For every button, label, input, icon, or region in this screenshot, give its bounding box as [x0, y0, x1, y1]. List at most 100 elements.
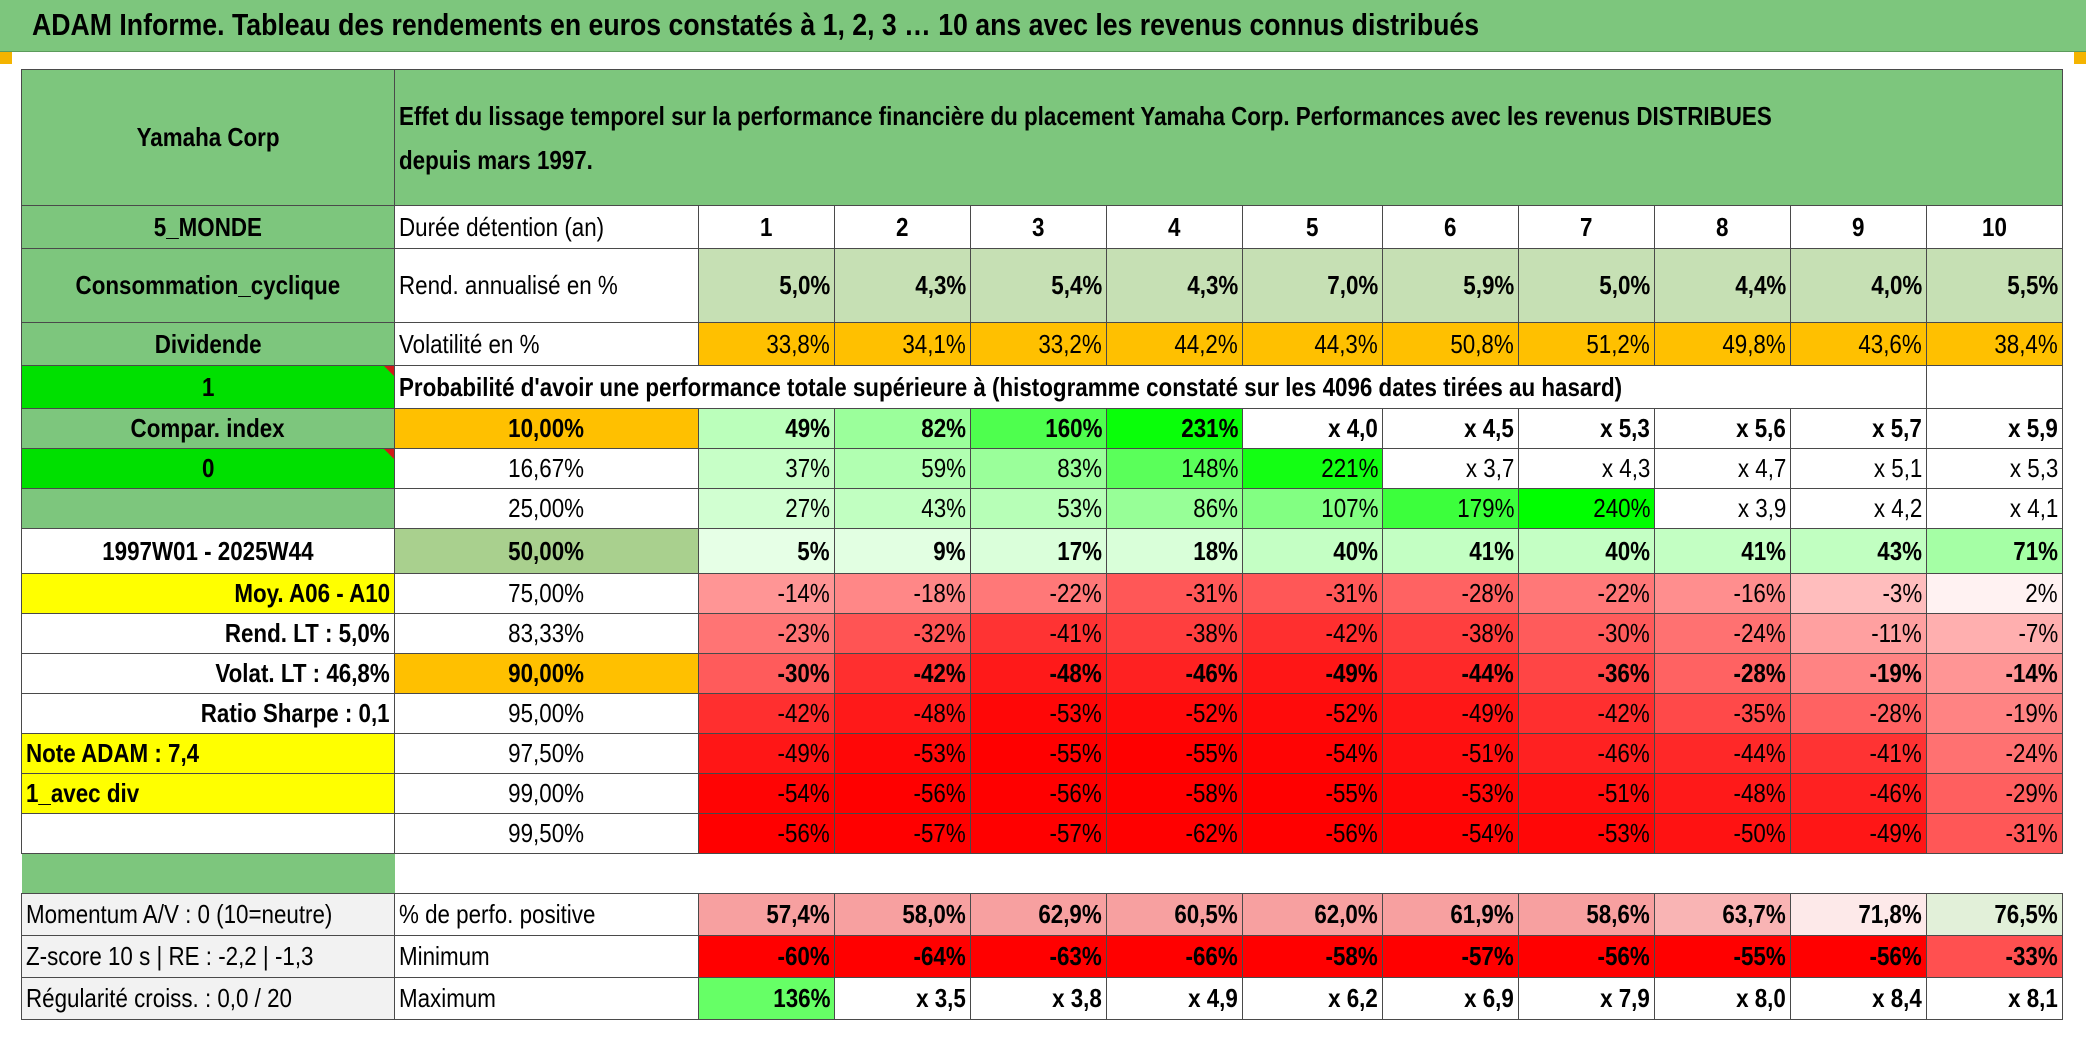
quantile-cell[interactable]: -53% — [1382, 773, 1519, 814]
quantile-cell[interactable]: 86% — [1106, 488, 1243, 529]
quantile-cell[interactable]: -35% — [1654, 693, 1791, 734]
quantile-cell[interactable]: 40% — [1242, 528, 1383, 574]
quantile-cell[interactable]: -49% — [698, 733, 835, 774]
quantile-cell[interactable]: -56% — [1242, 813, 1383, 854]
quantile-label[interactable]: 50,00% — [394, 528, 699, 574]
quantile-cell[interactable]: -52% — [1242, 693, 1383, 734]
quantile-cell[interactable]: -57% — [834, 813, 971, 854]
rend-cell[interactable]: 5,5% — [1926, 248, 2063, 323]
maximum-cell[interactable]: x 6,9 — [1382, 977, 1519, 1020]
regularite-label[interactable]: Régularité croiss. : 0,0 / 20 — [21, 977, 395, 1020]
maximum-cell[interactable]: x 3,8 — [970, 977, 1107, 1020]
quantile-label[interactable]: 95,00% — [394, 693, 699, 734]
quantile-cell[interactable]: -53% — [834, 733, 971, 774]
year-header[interactable]: 6 — [1382, 205, 1519, 249]
quantile-cell[interactable]: 41% — [1654, 528, 1791, 574]
vol-cell[interactable]: 50,8% — [1382, 322, 1519, 366]
minimum-cell[interactable]: -66% — [1106, 935, 1243, 978]
volat-lt-label[interactable]: Volat. LT : 46,8% — [21, 653, 395, 694]
minimum-cell[interactable]: -64% — [834, 935, 971, 978]
quantile-cell[interactable]: -46% — [1106, 653, 1243, 694]
quantile-cell[interactable]: -58% — [1106, 773, 1243, 814]
moy-label[interactable]: Moy. A06 - A10 — [21, 573, 395, 614]
quantile-cell[interactable]: -16% — [1654, 573, 1791, 614]
quantile-cell[interactable]: -30% — [698, 653, 835, 694]
quantile-cell[interactable]: -49% — [1790, 813, 1927, 854]
quantile-cell[interactable]: x 4,1 — [1926, 488, 2063, 529]
positive-cell[interactable]: 76,5% — [1926, 893, 2063, 936]
quantile-cell[interactable]: -28% — [1654, 653, 1791, 694]
vol-cell[interactable]: 51,2% — [1518, 322, 1655, 366]
quantile-label[interactable]: 83,33% — [394, 613, 699, 654]
quantile-cell[interactable]: 9% — [834, 528, 971, 574]
rend-cell[interactable]: 7,0% — [1242, 248, 1383, 323]
rend-cell[interactable]: 5,0% — [1518, 248, 1655, 323]
region-label[interactable]: 5_MONDE — [21, 205, 395, 249]
quantile-label[interactable]: 10,00% — [394, 408, 699, 449]
quantile-cell[interactable]: -51% — [1518, 773, 1655, 814]
quantile-cell[interactable]: -50% — [1654, 813, 1791, 854]
quantile-cell[interactable]: -32% — [834, 613, 971, 654]
quantile-cell[interactable]: -38% — [1106, 613, 1243, 654]
quantile-label[interactable]: 25,00% — [394, 488, 699, 529]
minimum-cell[interactable]: -56% — [1518, 935, 1655, 978]
quantile-cell[interactable]: 240% — [1518, 488, 1655, 529]
quantile-cell[interactable]: 160% — [970, 408, 1107, 449]
rend-cell[interactable]: 4,4% — [1654, 248, 1791, 323]
minimum-cell[interactable]: -60% — [698, 935, 835, 978]
minimum-label[interactable]: Minimum — [394, 935, 699, 978]
quantile-cell[interactable]: -46% — [1518, 733, 1655, 774]
rend-cell[interactable]: 4,0% — [1790, 248, 1927, 323]
quantile-cell[interactable]: -54% — [698, 773, 835, 814]
quantile-cell[interactable]: -28% — [1790, 693, 1927, 734]
quantile-cell[interactable]: -22% — [1518, 573, 1655, 614]
quantile-cell[interactable]: -31% — [1106, 573, 1243, 614]
quantile-cell[interactable]: x 4,2 — [1790, 488, 1927, 529]
positive-perf-label[interactable]: % de perfo. positive — [394, 893, 699, 936]
quantile-cell[interactable]: 37% — [698, 448, 835, 489]
vol-cell[interactable]: 43,6% — [1790, 322, 1927, 366]
maximum-cell[interactable]: x 7,9 — [1518, 977, 1655, 1020]
main-title[interactable]: Effet du lissage temporel sur la perform… — [394, 69, 2063, 206]
momentum-label[interactable]: Momentum A/V : 0 (10=neutre) — [21, 893, 395, 936]
quantile-cell[interactable]: -42% — [698, 693, 835, 734]
quantile-cell[interactable]: -54% — [1242, 733, 1383, 774]
quantile-cell[interactable]: x 3,9 — [1654, 488, 1791, 529]
maximum-cell[interactable]: x 4,9 — [1106, 977, 1243, 1020]
quantile-cell[interactable]: x 4,3 — [1518, 448, 1655, 489]
vol-cell[interactable]: 38,4% — [1926, 322, 2063, 366]
minimum-cell[interactable]: -33% — [1926, 935, 2063, 978]
quantile-cell[interactable]: x 5,7 — [1790, 408, 1927, 449]
quantile-cell[interactable]: -22% — [970, 573, 1107, 614]
table-cell[interactable] — [21, 488, 395, 529]
quantile-cell[interactable]: 148% — [1106, 448, 1243, 489]
quantile-cell[interactable]: 43% — [834, 488, 971, 529]
quantile-cell[interactable]: -49% — [1242, 653, 1383, 694]
quantile-cell[interactable]: -29% — [1926, 773, 2063, 814]
quantile-cell[interactable]: 41% — [1382, 528, 1519, 574]
sharpe-label[interactable]: Ratio Sharpe : 0,1 — [21, 693, 395, 734]
quantile-cell[interactable]: -44% — [1654, 733, 1791, 774]
sector-label[interactable]: Consommation_cyclique — [21, 248, 395, 323]
quantile-cell[interactable]: -62% — [1106, 813, 1243, 854]
rend-cell[interactable]: 4,3% — [834, 248, 971, 323]
vol-cell[interactable]: 33,2% — [970, 322, 1107, 366]
positive-cell[interactable]: 71,8% — [1790, 893, 1927, 936]
quantile-cell[interactable]: -48% — [834, 693, 971, 734]
quantile-cell[interactable]: -44% — [1382, 653, 1519, 694]
quantile-cell[interactable]: -18% — [834, 573, 971, 614]
quantile-cell[interactable]: 43% — [1790, 528, 1927, 574]
quantile-cell[interactable]: x 5,1 — [1790, 448, 1927, 489]
maximum-cell[interactable]: 136% — [698, 977, 835, 1020]
rend-lt-label[interactable]: Rend. LT : 5,0% — [21, 613, 395, 654]
duration-label[interactable]: Durée détention (an) — [394, 205, 699, 249]
quantile-cell[interactable]: 82% — [834, 408, 971, 449]
quantile-cell[interactable]: -28% — [1382, 573, 1519, 614]
quantile-cell[interactable]: -55% — [1242, 773, 1383, 814]
minimum-cell[interactable]: -57% — [1382, 935, 1519, 978]
quantile-cell[interactable]: -48% — [970, 653, 1107, 694]
quantile-cell[interactable]: 5% — [698, 528, 835, 574]
quantile-cell[interactable]: x 5,3 — [1518, 408, 1655, 449]
quantile-cell[interactable]: -30% — [1518, 613, 1655, 654]
positive-cell[interactable]: 60,5% — [1106, 893, 1243, 936]
